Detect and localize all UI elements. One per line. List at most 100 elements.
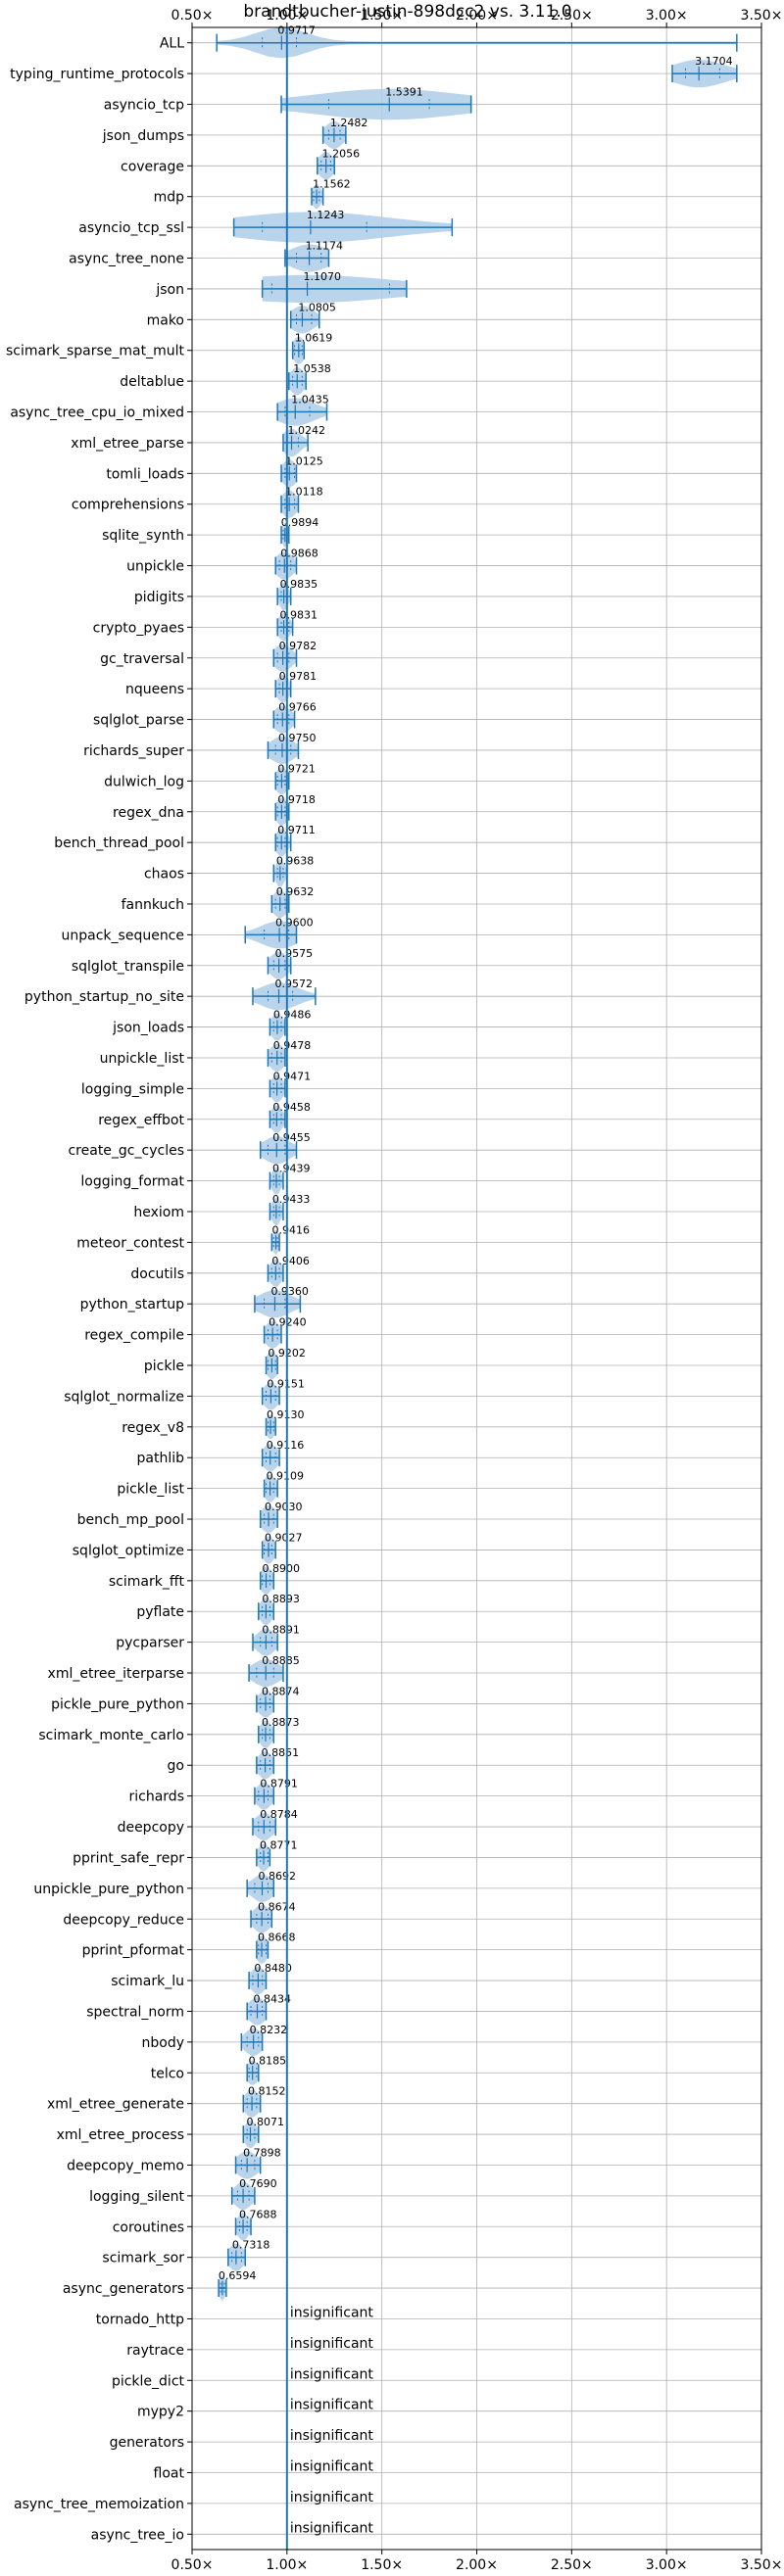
- labels: ALL 0.9717 typing_runtime_protocols 3.1704 a…: [6, 24, 733, 2544]
- value-label: 1.1070: [304, 270, 342, 283]
- category-label: coroutines: [113, 2219, 184, 2235]
- category-label: unpickle_list: [100, 1051, 185, 1067]
- category-label: deepcopy_memo: [67, 2158, 184, 2173]
- category-label: telco: [151, 2066, 184, 2081]
- insignificant-label: insignificant: [290, 2398, 374, 2413]
- category-label: go: [168, 1758, 184, 1774]
- x-tick-label-bottom: 3.00×: [646, 2557, 688, 2573]
- category-label: pickle_dict: [112, 2373, 185, 2389]
- category-label: typing_runtime_protocols: [10, 67, 184, 82]
- category-label: pidigits: [134, 590, 184, 605]
- value-label: 1.2482: [330, 117, 368, 129]
- value-label: 0.9711: [277, 824, 316, 836]
- insignificant-label: insignificant: [290, 2458, 374, 2474]
- x-tick-label-top: 3.00×: [646, 8, 688, 24]
- category-label: hexiom: [133, 1205, 184, 1220]
- value-label: 0.9486: [273, 1009, 312, 1022]
- category-label: sqlglot_optimize: [73, 1543, 184, 1558]
- category-label: dulwich_log: [104, 774, 184, 789]
- value-label: 0.8891: [262, 1624, 300, 1637]
- category-label: deltablue: [120, 374, 184, 390]
- value-label: 0.8434: [254, 1992, 292, 2005]
- value-label: 0.8692: [259, 1870, 297, 1883]
- category-label: mdp: [154, 190, 185, 206]
- category-label: create_gc_cycles: [68, 1143, 184, 1159]
- value-label: 0.9721: [277, 762, 316, 775]
- category-label: mako: [147, 312, 184, 328]
- category-label: float: [154, 2465, 185, 2481]
- x-tick-label-top: 1.50×: [361, 8, 403, 24]
- value-label: 1.5391: [385, 86, 423, 99]
- value-label: 1.2056: [322, 147, 361, 160]
- category-label: regex_effbot: [98, 1113, 184, 1128]
- category-label: json_dumps: [102, 128, 184, 144]
- x-tick-label-top: 0.50×: [172, 8, 214, 24]
- category-label: pprint_safe_repr: [73, 1850, 184, 1866]
- category-label: gc_traversal: [100, 651, 184, 667]
- value-label: 0.8893: [262, 1593, 300, 1605]
- value-label: 0.8791: [260, 1778, 298, 1790]
- value-label: 1.0538: [293, 362, 331, 375]
- category-label: async_tree_none: [69, 252, 184, 267]
- category-label: async_tree_cpu_io_mixed: [10, 405, 184, 421]
- value-label: 0.9406: [271, 1255, 310, 1267]
- value-label: 0.9478: [273, 1039, 312, 1052]
- value-label: 0.9750: [278, 732, 317, 744]
- category-label: fannkuch: [122, 897, 184, 913]
- category-label: async_tree_io: [91, 2527, 184, 2543]
- insignificant-label: insignificant: [290, 2305, 374, 2320]
- category-label: sqlglot_transpile: [72, 959, 184, 975]
- value-label: 0.8885: [262, 1654, 300, 1667]
- value-label: 0.9781: [279, 670, 318, 683]
- category-label: asyncio_tcp_ssl: [78, 220, 184, 236]
- value-label: 0.9151: [267, 1377, 305, 1390]
- category-label: tornado_http: [96, 2312, 184, 2327]
- value-label: 1.1174: [306, 240, 344, 253]
- value-label: 0.8185: [249, 2054, 287, 2067]
- value-label: 1.0118: [285, 486, 323, 499]
- value-label: 0.7318: [232, 2239, 270, 2252]
- value-label: 0.9766: [278, 701, 317, 714]
- value-label: 0.8480: [254, 1962, 292, 1975]
- category-label: asyncio_tcp: [104, 98, 184, 114]
- chart-title: brandtbucher-justin-898dcc2 vs. 3.11.0: [243, 2, 571, 22]
- value-label: 0.7898: [243, 2146, 281, 2159]
- axes: 0.50× 0.50× 1.00× 1.00× 1.50× 1.50× 2.00× 2.00×…: [172, 8, 783, 2573]
- value-label: 0.8851: [262, 1746, 300, 1759]
- category-label: python_startup_no_site: [24, 989, 184, 1005]
- x-tick-label-bottom: 1.00×: [266, 2557, 308, 2573]
- category-label: deepcopy_reduce: [63, 1912, 184, 1928]
- category-label: xml_etree_parse: [71, 436, 184, 452]
- violins: [216, 27, 738, 2301]
- category-label: python_startup: [80, 1297, 184, 1312]
- category-label: richards_super: [83, 743, 184, 759]
- category-label: async_tree_memoization: [14, 2497, 184, 2512]
- category-label: ALL: [160, 36, 184, 52]
- category-label: scimark_sparse_mat_mult: [6, 344, 184, 359]
- value-label: 0.8874: [262, 1685, 300, 1697]
- category-label: sqlglot_parse: [93, 713, 184, 729]
- x-tick-label-top: 3.50×: [741, 8, 783, 24]
- value-label: 0.9894: [281, 516, 319, 529]
- category-label: regex_v8: [122, 1420, 184, 1436]
- category-label: nqueens: [125, 682, 184, 697]
- category-label: coverage: [121, 159, 184, 174]
- value-label: 0.8668: [258, 1932, 296, 1944]
- value-label: 0.7690: [239, 2177, 276, 2190]
- value-label: 0.9638: [276, 855, 315, 868]
- value-label: 0.9433: [272, 1193, 311, 1206]
- value-label: 3.1704: [695, 55, 733, 68]
- category-label: pprint_pformat: [82, 1943, 185, 1959]
- insignificant-label: insignificant: [290, 2336, 374, 2352]
- x-tick-label-bottom: 0.50×: [172, 2557, 214, 2573]
- x-tick-label-bottom: 1.50×: [361, 2557, 403, 2573]
- x-tick-label-top: 2.00×: [456, 8, 498, 24]
- category-label: unpickle: [126, 559, 184, 575]
- value-label: 0.9572: [275, 978, 314, 990]
- category-label: scimark_lu: [111, 1974, 184, 1989]
- category-label: scimark_fft: [109, 1574, 185, 1590]
- value-label: 0.9868: [280, 548, 318, 560]
- value-label: 1.1562: [313, 178, 351, 191]
- category-label: pickle: [144, 1359, 184, 1374]
